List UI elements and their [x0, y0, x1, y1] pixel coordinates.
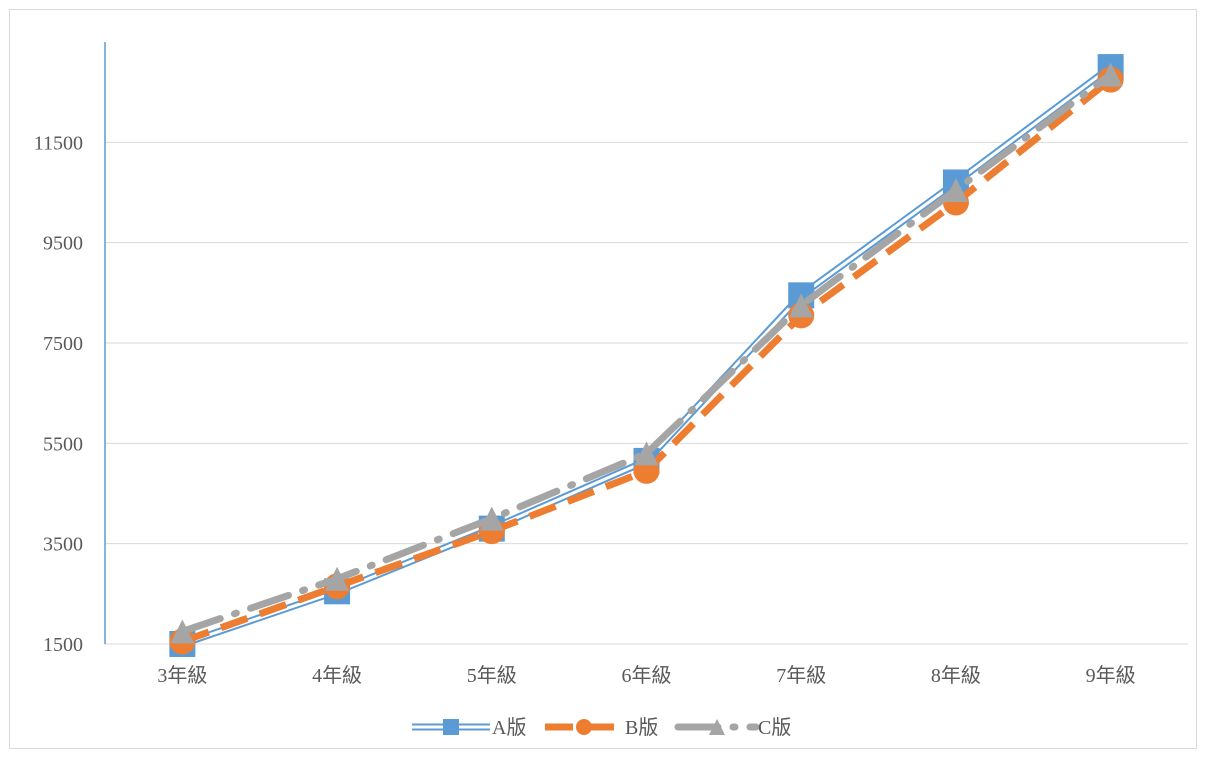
y-tick-label: 1500: [43, 634, 83, 656]
series-1-line-inner: [181, 65, 1112, 646]
y-tick-labels: 1500 3500 5500 7500 9500 11500: [34, 132, 83, 656]
y-tick-label: 9500: [43, 233, 83, 255]
data-point-triangle: [479, 506, 504, 531]
data-point-circle: [576, 719, 592, 735]
x-tick-label: 3年級: [157, 664, 207, 687]
series-3-line: [178, 71, 1115, 635]
x-tick-label: 5年級: [467, 664, 517, 687]
data-point-square: [443, 719, 459, 735]
x-tick-label: 9年級: [1086, 664, 1136, 687]
data-point-triangle: [709, 719, 725, 735]
series-3: [170, 62, 1123, 644]
data-point-triangle: [1098, 62, 1123, 87]
x-tick-label: 4年級: [312, 664, 362, 687]
legend-label: A版: [492, 716, 526, 739]
y-tick-label: 3500: [43, 534, 83, 556]
y-tick-label: 7500: [43, 333, 83, 355]
data-point-triangle: [943, 177, 968, 202]
y-tick-label: 11500: [34, 132, 83, 154]
legend-item-2: B版: [545, 716, 658, 739]
series-lines: [169, 54, 1124, 657]
legend-item-1: A版: [412, 716, 526, 739]
data-point-triangle: [789, 293, 814, 318]
legend-label: C版: [758, 716, 791, 739]
data-point-triangle: [170, 619, 195, 644]
gridlines: [105, 141, 1188, 645]
legend-label: B版: [625, 716, 658, 739]
series-2: [169, 66, 1124, 655]
x-tick-label: 8年級: [931, 664, 981, 687]
x-tick-label: 7年級: [776, 664, 826, 687]
x-tick-label: 6年級: [622, 664, 672, 687]
legend: A版 B版 C版: [412, 716, 791, 739]
series-2-line: [181, 76, 1113, 645]
series-1: [169, 54, 1124, 657]
series-1-line-outer: [181, 64, 1113, 648]
legend-item-3: C版: [674, 716, 791, 739]
data-point-triangle: [634, 441, 659, 466]
y-tick-label: 5500: [43, 433, 83, 455]
data-point-triangle: [325, 566, 350, 591]
x-tick-labels: 3年級 4年級 5年級 6年級 7年級 8年級 9年級: [157, 664, 1135, 687]
